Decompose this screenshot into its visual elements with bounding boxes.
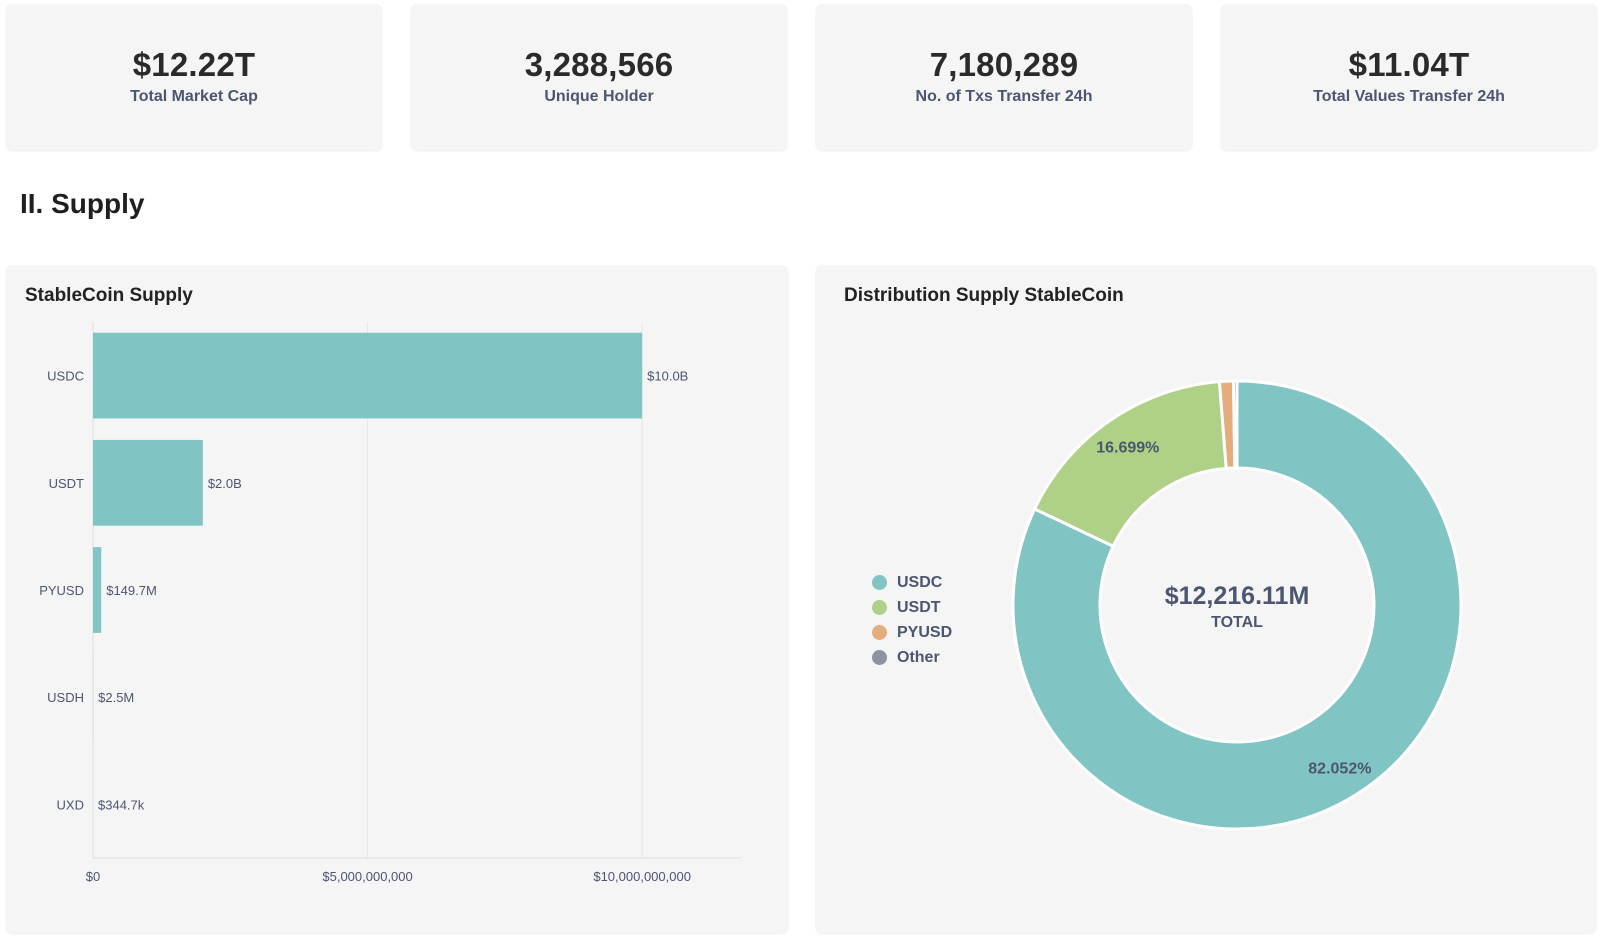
bar-data-label: $10.0B <box>647 369 688 384</box>
bar-usdt <box>93 439 203 526</box>
slice-data-label: 82.052% <box>1308 761 1371 778</box>
legend-label: Other <box>897 648 940 666</box>
supply-chart-title: StableCoin Supply <box>25 285 193 306</box>
legend-item-usdt[interactable]: USDT <box>872 595 952 620</box>
bar-data-label: $2.5M <box>98 690 134 705</box>
x-tick-label: $0 <box>86 869 100 884</box>
stat-card-txs-transfer: 7,180,289 No. of Txs Transfer 24h <box>816 4 1192 150</box>
slice-data-label: 16.699% <box>1096 439 1159 456</box>
stat-card-market-cap: $12.22T Total Market Cap <box>6 4 382 150</box>
stat-card-values-transfer: $11.04T Total Values Transfer 24h <box>1221 4 1597 150</box>
y-tick-label: USDH <box>47 690 84 705</box>
y-tick-label: USDT <box>49 476 84 491</box>
y-tick-label: UXD <box>57 797 84 812</box>
stat-card-unique-holder: 3,288,566 Unique Holder <box>411 4 787 150</box>
bar-pyusd <box>93 547 102 633</box>
legend-item-usdc[interactable]: USDC <box>872 570 952 595</box>
stat-value: 3,288,566 <box>524 46 674 83</box>
legend-label: USDC <box>897 573 943 591</box>
legend-swatch <box>872 650 887 665</box>
x-tick-label: $10,000,000,000 <box>593 869 691 884</box>
donut-slice-other <box>1231 379 1239 470</box>
legend-item-pyusd[interactable]: PYUSD <box>872 620 952 645</box>
y-tick-label: USDC <box>47 369 84 384</box>
legend-item-other[interactable]: Other <box>872 645 952 670</box>
distribution-chart-panel: Distribution Supply StableCoin USDC USDT… <box>816 265 1596 933</box>
legend-swatch <box>872 575 887 590</box>
bar-usdc <box>93 332 643 419</box>
x-tick-label: $5,000,000,000 <box>322 869 412 884</box>
section-title: II. Supply <box>20 188 145 219</box>
donut-slice-usdc <box>1011 379 1463 831</box>
distribution-legend: USDC USDT PYUSD Other <box>872 570 952 670</box>
donut-center-value: $12,216.11M <box>1165 582 1310 610</box>
bar-data-label: $2.0B <box>208 476 242 491</box>
stat-label: Total Values Transfer 24h <box>1313 88 1505 105</box>
legend-swatch <box>872 600 887 615</box>
donut-center-label: TOTAL <box>1211 614 1263 631</box>
stat-label: Total Market Cap <box>130 88 258 105</box>
y-tick-label: PYUSD <box>39 583 84 598</box>
legend-label: USDT <box>897 598 941 616</box>
stat-value: 7,180,289 <box>929 46 1079 83</box>
supply-chart-panel: StableCoin Supply $0 $5,000,000,000 $10,00… <box>6 265 788 933</box>
stat-value: $11.04T <box>1348 46 1470 83</box>
bar-data-label: $149.7M <box>106 583 157 598</box>
legend-label: PYUSD <box>897 623 953 641</box>
stat-label: No. of Txs Transfer 24h <box>915 88 1093 105</box>
stat-value: $12.22T <box>132 46 256 83</box>
distribution-donut-chart: 82.052% 16.699% $12,216.11M TOTAL <box>1011 379 1463 831</box>
legend-swatch <box>872 625 887 640</box>
donut-slice-usdt <box>1032 380 1228 549</box>
distribution-chart-title: Distribution Supply StableCoin <box>844 285 1124 306</box>
supply-bar-chart: $0 $5,000,000,000 $10,000,000,000 USDC $10.0… <box>39 322 741 884</box>
stat-label: Unique Holder <box>544 88 654 105</box>
bar-data-label: $344.7k <box>98 797 145 812</box>
